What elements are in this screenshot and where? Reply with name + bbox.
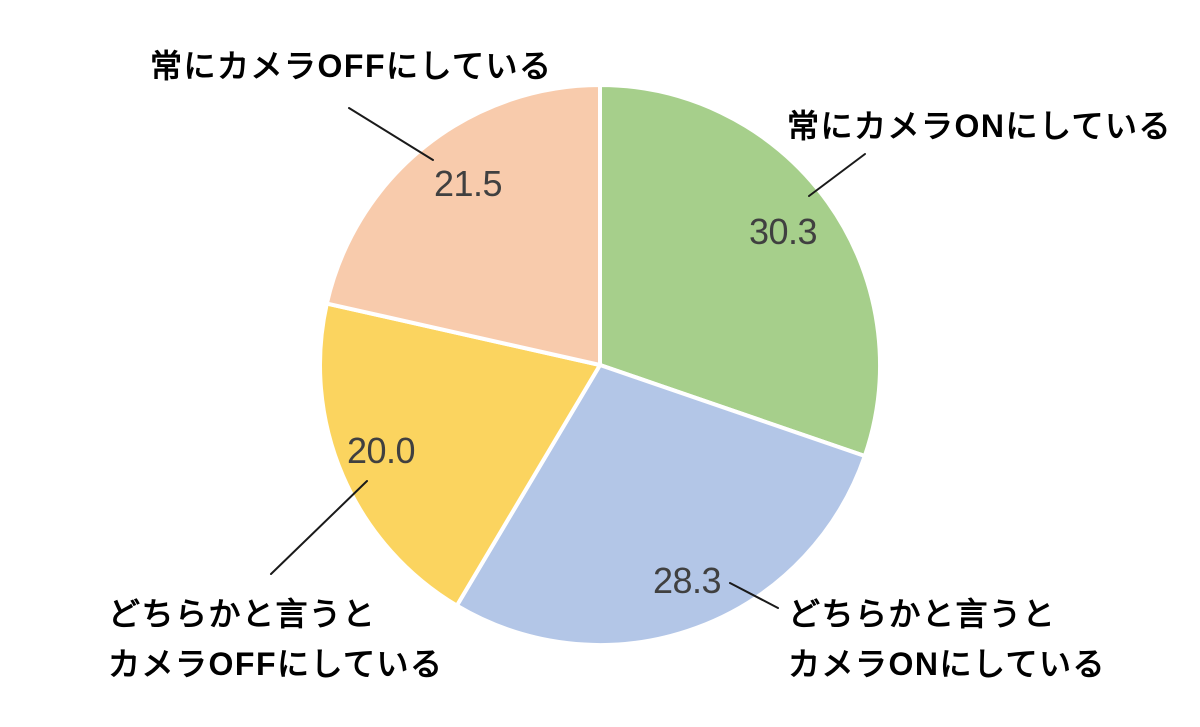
- callout-label-line: カメラOFFにしている: [108, 646, 444, 682]
- callout-label-line: どちらかと言うと: [788, 596, 1057, 632]
- pie-slice-0: [598, 83, 882, 459]
- data-label-always-on: 30.3: [748, 211, 818, 252]
- data-label-rather-on: 28.3: [652, 560, 722, 601]
- data-label-always-off: 21.5: [433, 163, 503, 204]
- callout-label-rather-off: どちらかと言うと カメラOFFにしている: [108, 589, 444, 689]
- callout-label-line: 常にカメラONにしている: [787, 108, 1173, 144]
- pie-slice-2: [318, 301, 602, 608]
- callout-label-line: どちらかと言うと: [108, 596, 377, 632]
- callout-label-always-on: 常にカメラONにしている: [787, 101, 1172, 151]
- pie-slice-3: [324, 83, 602, 367]
- leader-line-rather-on: [729, 582, 779, 609]
- leader-line-always-off: [348, 107, 434, 161]
- data-label-rather-off: 20.0: [346, 430, 416, 471]
- leader-lines: [270, 107, 866, 609]
- leader-line-rather-off: [270, 480, 368, 575]
- callout-label-line: 常にカメラOFFにしている: [150, 48, 553, 84]
- callout-label-always-off: 常にカメラOFFにしている: [150, 41, 553, 91]
- leader-line-always-on: [808, 153, 866, 197]
- callout-label-rather-on: どちらかと言うと カメラONにしている: [788, 589, 1106, 689]
- callout-label-line: カメラONにしている: [788, 646, 1107, 682]
- pie-slices: [318, 83, 882, 647]
